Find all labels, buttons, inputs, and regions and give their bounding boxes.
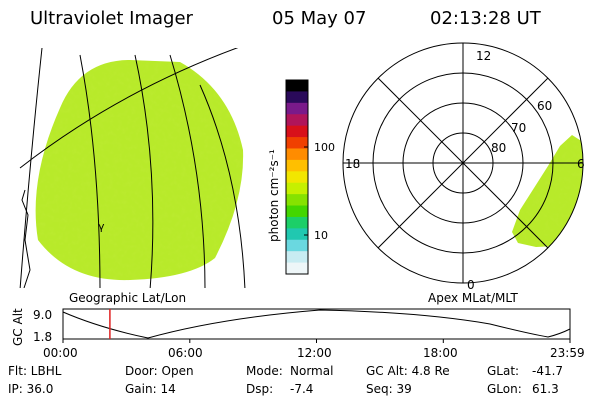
geographic-caption: Geographic Lat/Lon [69, 291, 186, 305]
tick-2359: 23:59 [550, 346, 585, 360]
geographic-panel: γ [19, 48, 246, 288]
colorbar-segment [286, 205, 308, 218]
mlt-label-6: 6 [577, 157, 585, 171]
info-ip: IP: 36.0 [8, 382, 54, 396]
altitude-timeline: 9.0 1.8 GC Alt [11, 308, 571, 346]
info-filter: Flt: LBHL [8, 364, 62, 378]
left-marker: γ [98, 220, 105, 233]
info-glat-label: GLat: [487, 364, 520, 378]
tick-1200: 12:00 [297, 346, 332, 360]
mlt-label-0: 0 [467, 278, 475, 292]
timeline-ymax: 9.0 [33, 308, 52, 322]
colorbar-tick-100: 100 [314, 141, 335, 154]
mlt-label-12: 12 [476, 49, 491, 63]
colorbar-tick-10: 10 [314, 229, 328, 242]
colorbar-segment [286, 239, 308, 252]
polar-diagonal-2 [377, 77, 549, 249]
timeline-ylabel: GC Alt [11, 308, 25, 346]
colorbar-frame [285, 79, 309, 275]
info-dsp-label: Dsp: [246, 382, 274, 396]
lat-label-60: 60 [537, 99, 552, 113]
altitude-curve [62, 309, 571, 339]
colorbar-segment [286, 228, 308, 241]
colorbar-segment [286, 148, 308, 161]
polar-plot: 12 18 6 0 60 70 80 [342, 42, 585, 292]
tick-1800: 18:00 [423, 346, 458, 360]
apex-caption: Apex MLat/MLT [428, 291, 518, 305]
timeline-frame [62, 308, 571, 340]
colorbar-segment [286, 182, 308, 195]
colorbar-segment [286, 80, 308, 92]
lat-label-70: 70 [511, 121, 526, 135]
colorbar-segment [286, 216, 308, 229]
colorbar-segment [286, 251, 308, 264]
info-gc-alt: GC Alt: 4.8 Re [366, 364, 450, 378]
info-glon-value: 61.3 [532, 382, 559, 396]
lat-lon-grid [19, 48, 246, 288]
colorbar-segment [286, 102, 308, 115]
mlt-label-18: 18 [345, 157, 360, 171]
info-glon-label: GLon: [487, 382, 522, 396]
info-dsp-value: -7.4 [290, 382, 314, 396]
tick-0600: 06:00 [168, 346, 203, 360]
info-mode-label: Mode: [246, 364, 283, 378]
colorbar-segment [286, 137, 308, 149]
timeline-ymin: 1.8 [33, 330, 52, 344]
lat-label-80: 80 [491, 141, 506, 155]
time-label: 02:13:28 UT [430, 8, 541, 29]
date-label: 05 May 07 [272, 8, 367, 29]
info-seq: Seq: 39 [366, 382, 412, 396]
colorbar-unit-label: photon cm⁻²s⁻¹ [267, 149, 281, 242]
colorbar [285, 79, 309, 275]
info-glat-value: -41.7 [532, 364, 564, 378]
info-gain: Gain: 14 [125, 382, 176, 396]
colorbar-segment [286, 262, 308, 275]
colorbar-segment [286, 194, 308, 207]
colorbar-segment [286, 125, 308, 138]
info-mode-value: Normal [290, 364, 334, 378]
info-door: Door: Open [125, 364, 194, 378]
colorbar-segment [286, 114, 308, 127]
tick-0000: 00:00 [43, 346, 78, 360]
colorbar-segment [286, 159, 308, 172]
instrument-title: Ultraviolet Imager [30, 8, 193, 29]
colorbar-segment [286, 91, 308, 104]
colorbar-segment [286, 171, 308, 184]
